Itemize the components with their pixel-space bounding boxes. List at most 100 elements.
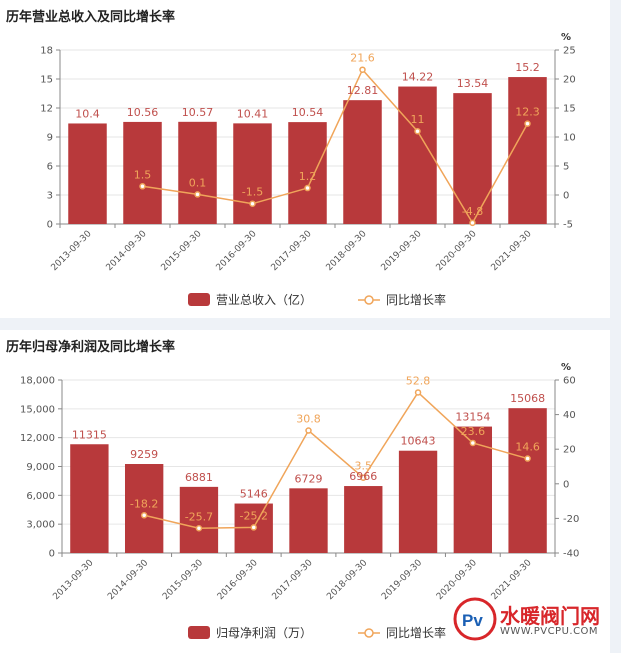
bar-data-label: 11315	[72, 428, 107, 441]
y-right-unit: %	[561, 32, 571, 43]
growth-data-label: 21.6	[350, 52, 375, 65]
growth-point	[360, 474, 367, 481]
legend-bar-label: 归母净利润（万）	[216, 626, 312, 640]
growth-data-label: 52.8	[406, 374, 431, 387]
y-left-tick-label: 15,000	[20, 404, 55, 415]
y-left-tick-label: 0	[49, 549, 55, 560]
growth-data-label: 11	[411, 113, 425, 126]
y-right-tick-label: 0	[563, 191, 569, 202]
x-tick-label: 2018-09-30	[325, 229, 369, 273]
x-tick-label: 2014-09-30	[106, 558, 150, 602]
growth-data-label: 12.3	[515, 106, 540, 119]
x-tick-label: 2013-09-30	[51, 558, 95, 602]
chart-title: 历年归母净利润及同比增长率	[6, 340, 176, 355]
growth-line	[143, 391, 528, 530]
y-left-tick-label: 3,000	[26, 520, 55, 531]
revenue-chart: 0 3 6 9 12 15 18 -5 0 5 10 15 20 25% 2013-09-30 2014-09…	[40, 32, 576, 307]
y-left-tick-label: 12,000	[20, 433, 55, 444]
bar-data-label: 5146	[240, 488, 268, 501]
bar	[68, 123, 107, 224]
y-left-tick-label: 3	[47, 191, 53, 202]
x-tick-label: 2016-09-30	[216, 558, 260, 602]
revenue-chart-panel: 历年营业总收入及同比增长率 0 3 6 9 12 15 18 -5 0 5 10 15 20 25% 201…	[0, 0, 610, 318]
y-right-unit: %	[561, 362, 571, 373]
watermark: Pv 水暖阀门网 WWW.PVCPU.COM	[452, 596, 620, 644]
legend-line-label: 同比增长率	[386, 292, 446, 307]
growth-data-label: -25.2	[239, 509, 267, 522]
y-right-tick-label: -5	[563, 220, 573, 231]
growth-data-label: -4.8	[462, 205, 483, 218]
bar-data-label: 13154	[455, 411, 490, 424]
x-tick-label: 2019-09-30	[380, 558, 424, 602]
bar-data-label: 13.54	[457, 77, 489, 90]
growth-point	[194, 191, 201, 198]
bar-data-label: 14.22	[402, 71, 434, 84]
bar	[398, 450, 438, 553]
growth-data-label: 3.5	[355, 460, 373, 473]
x-tick-label: 2016-09-30	[215, 229, 259, 273]
legend-bar-swatch	[188, 293, 210, 306]
growth-point	[359, 66, 366, 73]
y-left-tick-label: 18	[40, 46, 53, 57]
bar	[178, 121, 217, 224]
growth-point	[140, 512, 148, 519]
growth-point	[250, 524, 257, 531]
y-left-tick-label: 12	[40, 104, 53, 115]
x-tick-label: 2021-09-30	[490, 229, 534, 273]
y-left-tick-label: 6	[47, 162, 53, 173]
y-right-tick-label: 20	[563, 75, 576, 86]
y-left-tick-label: 9	[47, 133, 53, 144]
growth-line	[142, 68, 529, 225]
growth-data-label: -18.2	[130, 497, 158, 510]
growth-point	[414, 127, 421, 135]
growth-point	[195, 525, 203, 532]
bar-data-label: 10.54	[292, 106, 324, 119]
bar-data-label: 10.41	[237, 107, 269, 120]
legend-line-marker	[364, 628, 374, 638]
profit-chart-panel: 历年归母净利润及同比增长率 0 3,000 6,000 9,000 12,000 15,0…	[0, 330, 610, 653]
growth-point	[469, 219, 476, 227]
watermark-logo-text: Pv	[462, 611, 483, 630]
x-tick-label: 2018-09-30	[325, 558, 369, 602]
y-right-tick-label: 25	[563, 46, 576, 57]
x-tick-label: 2015-09-30	[161, 558, 205, 602]
bar-data-label: 6966	[349, 470, 377, 483]
growth-data-label: 23.6	[461, 425, 486, 438]
bar	[508, 408, 547, 553]
bar	[508, 77, 547, 224]
growth-data-label: -25.7	[185, 510, 213, 523]
bar	[70, 444, 109, 553]
bar	[289, 488, 328, 553]
growth-point	[304, 184, 311, 192]
bar-data-label: 10643	[401, 435, 436, 448]
y-right-tick-label: 60	[563, 376, 576, 387]
legend-bar-swatch	[188, 626, 210, 639]
growth-point	[524, 120, 531, 127]
growth-point	[139, 183, 146, 190]
y-left-tick-label: 9,000	[26, 462, 55, 473]
bar-data-label: 15068	[510, 392, 545, 405]
growth-point	[524, 455, 531, 462]
x-tick-label: 2014-09-30	[105, 229, 149, 273]
growth-data-label: 14.6	[515, 441, 540, 454]
x-tick-label: 2017-09-30	[271, 558, 315, 602]
y-right-tick-label: 40	[563, 410, 576, 421]
watermark-text: 水暖阀门网	[500, 604, 600, 628]
x-tick-label: 2020-09-30	[435, 229, 479, 273]
bar	[398, 86, 437, 224]
y-right-tick-label: 0	[563, 479, 569, 490]
y-right-tick-label: 5	[563, 162, 569, 173]
chart-title: 历年营业总收入及同比增长率	[6, 10, 176, 25]
legend-line-label: 同比增长率	[386, 625, 446, 640]
growth-data-label: 0.1	[189, 176, 207, 189]
y-right-tick-label: 20	[563, 445, 576, 456]
y-left-tick-label: 15	[40, 75, 53, 86]
bar	[344, 486, 383, 553]
y-right-tick-label: 10	[563, 133, 576, 144]
bar-data-label: 12.81	[347, 84, 379, 97]
growth-data-label: 1.2	[299, 170, 317, 183]
bar-data-label: 6881	[185, 471, 213, 484]
growth-data-label: 1.5	[134, 168, 152, 181]
growth-point	[469, 439, 477, 447]
watermark-logo-icon: Pv	[453, 597, 497, 641]
